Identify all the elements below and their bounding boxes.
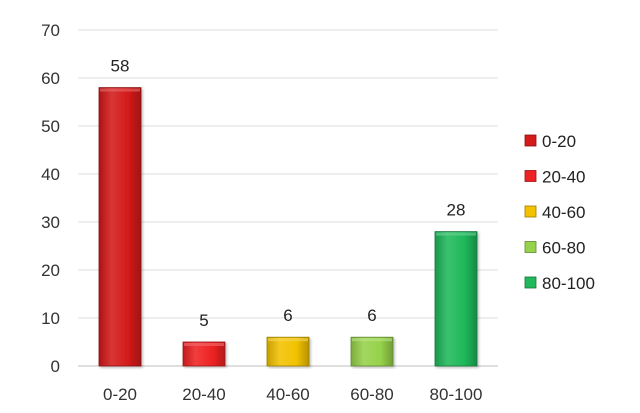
legend-item-40-60: 40-60	[524, 203, 585, 222]
y-tick-label: 30	[41, 213, 60, 232]
data-label-20-40: 5	[199, 311, 208, 330]
bar-highlight-20-40	[184, 343, 224, 346]
y-tick-label: 10	[41, 309, 60, 328]
x-tick-label-80-100: 80-100	[430, 385, 483, 404]
legend-swatch	[524, 241, 537, 253]
y-tick-label: 60	[41, 69, 60, 88]
bar-60-80	[350, 336, 394, 367]
bar-0-20	[98, 87, 142, 367]
bar-80-100	[434, 231, 478, 367]
y-tick-label: 40	[41, 165, 60, 184]
bar-highlight-40-60	[268, 338, 308, 342]
legend-swatch	[524, 205, 537, 218]
legend-label: 40-60	[542, 203, 585, 222]
data-label-0-20: 58	[111, 57, 130, 76]
y-tick-label: 70	[41, 21, 60, 40]
gridlines	[78, 29, 498, 367]
x-tick-label-20-40: 20-40	[182, 385, 225, 404]
legend-item-60-80: 60-80	[524, 239, 585, 258]
data-label-60-80: 6	[367, 306, 376, 325]
legend-item-20-40: 20-40	[524, 168, 585, 187]
legend-swatch	[524, 276, 537, 289]
bar-highlight-0-20	[100, 88, 140, 92]
y-axis: 0 10 20 30 40 50 60 70	[41, 21, 60, 376]
x-tick-label-40-60: 40-60	[266, 385, 309, 404]
bars	[98, 87, 478, 367]
bar-40-60	[266, 336, 310, 367]
y-tick-label: 20	[41, 261, 60, 280]
data-labels: 58 5 6 6 28	[111, 57, 466, 330]
legend-item-80-100: 80-100	[524, 274, 595, 293]
x-tick-label-0-20: 0-20	[103, 385, 137, 404]
legend-swatch	[524, 134, 537, 147]
x-axis: 0-20 20-40 40-60 60-80 80-100	[103, 385, 482, 404]
legend-label: 60-80	[542, 239, 585, 258]
y-tick-label: 50	[41, 117, 60, 136]
data-label-40-60: 6	[283, 306, 292, 325]
bar-highlight-60-80	[352, 338, 392, 342]
legend-label: 80-100	[542, 274, 595, 293]
bar-highlight-80-100	[436, 232, 476, 236]
legend-label: 20-40	[542, 168, 585, 187]
data-label-80-100: 28	[447, 201, 466, 220]
legend: 0-20 20-40 40-60 60-80 80-100	[524, 132, 595, 293]
legend-item-0-20: 0-20	[524, 132, 576, 151]
legend-swatch	[524, 170, 537, 182]
legend-label: 0-20	[542, 132, 576, 151]
x-tick-label-60-80: 60-80	[350, 385, 393, 404]
y-tick-label: 0	[51, 357, 60, 376]
